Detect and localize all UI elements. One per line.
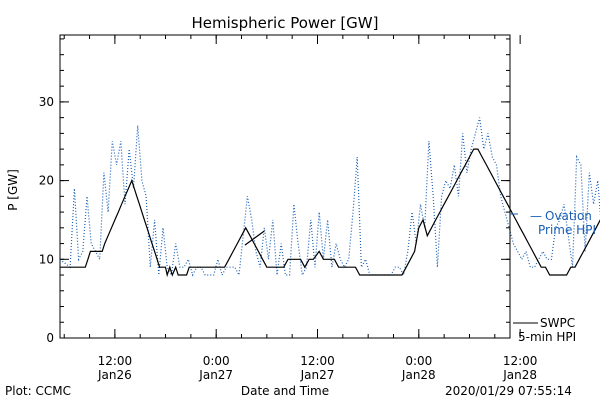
ovation-prime-hpi-line bbox=[59, 117, 600, 277]
x-tick-date-label: Jan27 bbox=[198, 368, 233, 382]
data-series bbox=[59, 117, 600, 278]
swpc-hpi-segment bbox=[244, 230, 265, 246]
ovation-legend-dash: — bbox=[530, 209, 542, 223]
x-tick-date-label: Jan28 bbox=[401, 368, 436, 382]
x-tick-labels: 12:00Jan260:00Jan2712:00Jan270:00Jan2812… bbox=[97, 354, 538, 382]
x-tick-date-label: Jan26 bbox=[97, 368, 132, 382]
x-tick-time-label: 0:00 bbox=[405, 354, 432, 368]
swpc-legend-label-1: SWPC bbox=[540, 316, 575, 330]
x-tick-time-label: 0:00 bbox=[203, 354, 230, 368]
x-tick-time-label: 12:00 bbox=[503, 354, 538, 368]
swpc-5min-hpi-line bbox=[60, 148, 600, 278]
y-tick-label: 10 bbox=[39, 252, 54, 266]
ovation-legend-label-1: Ovation bbox=[545, 209, 592, 223]
x-tick-date-label: Jan27 bbox=[300, 368, 335, 382]
x-tick-time-label: 12:00 bbox=[300, 354, 335, 368]
footer-timestamp: 2020/01/29 07:55:14 bbox=[445, 384, 572, 398]
y-tick-label: 30 bbox=[39, 95, 54, 109]
axis-ticks bbox=[60, 35, 521, 339]
y-tick-label: 0 bbox=[46, 331, 54, 345]
y-tick-label: 20 bbox=[39, 174, 54, 188]
chart-title: Hemispheric Power [GW] bbox=[192, 14, 379, 32]
swpc-legend-label-2: 5-min HPI bbox=[518, 330, 576, 344]
x-tick-time-label: 12:00 bbox=[98, 354, 133, 368]
ovation-legend-label-2: Prime HPI bbox=[538, 223, 596, 237]
y-tick-labels: 0 10 20 30 bbox=[39, 95, 54, 345]
y-axis-label: P [GW] bbox=[6, 169, 20, 211]
footer-source: Plot: CCMC bbox=[5, 384, 71, 398]
plot-frame bbox=[59, 34, 511, 339]
x-axis-label: Date and Time bbox=[241, 384, 329, 398]
x-tick-date-label: Jan28 bbox=[502, 368, 537, 382]
